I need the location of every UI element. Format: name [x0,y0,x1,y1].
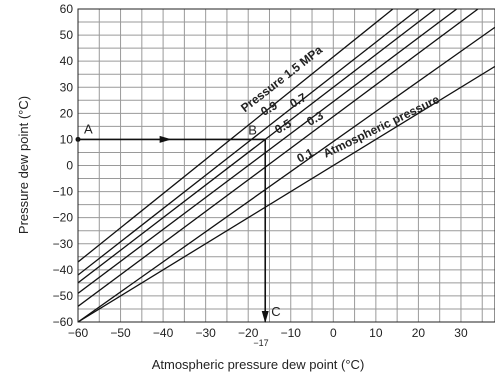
y-tick-label: 50 [60,28,74,42]
x-tick-label: 0 [330,326,337,340]
series-line [78,9,394,263]
x-tick-label: −50 [110,326,131,340]
tick-labels: −60 −50 −40 −30 −20 −10 0 10 20 30 −60 −50 −40 −30 −20… [53,2,468,348]
point-b-label: B [248,122,257,137]
x-tick-label: −60 [68,326,89,340]
x-tick-label: 10 [369,326,383,340]
y-tick-label: −50 [53,289,74,303]
y-tick-label: −20 [53,211,74,225]
y-tick-label: 60 [60,2,74,16]
arrow-down [261,311,269,323]
x-tick-label: −30 [195,326,216,340]
y-tick-label: 10 [60,132,74,146]
y-tick-label: −10 [53,185,74,199]
grid [78,9,495,322]
y-tick-label: −40 [53,263,74,277]
x-tick-label: −20 [238,326,259,340]
example-path [75,135,269,323]
y-axis-title: Pressure dew point (°C) [16,96,31,234]
series-line [78,9,479,307]
arrow-right [159,135,172,143]
y-tick-label: 0 [66,159,73,173]
x-extra-tick-label: −17 [253,338,268,348]
y-tick-label: 40 [60,54,74,68]
series-line [78,9,419,276]
x-tick-label: −40 [153,326,174,340]
x-tick-label: −10 [281,326,302,340]
series-label: 0.3 [304,108,326,129]
y-tick-label: 20 [60,106,74,120]
x-tick-label: 20 [412,326,426,340]
point-labels: A B C [84,121,281,319]
y-tick-label: 30 [60,80,74,94]
x-axis-title: Atmospheric pressure dew point (°C) [152,357,365,372]
x-tick-label: 30 [454,326,468,340]
series-line [78,26,495,322]
series-label: 0.1 [294,145,316,165]
y-tick-label: −60 [53,315,74,329]
point-c-label: C [271,304,280,319]
series-lines [78,9,495,322]
plot-frame [77,8,495,323]
point-a-label: A [84,121,93,136]
series-line [78,9,436,284]
series-line [78,65,495,322]
y-tick-label: −30 [53,237,74,251]
series-line [78,9,458,294]
